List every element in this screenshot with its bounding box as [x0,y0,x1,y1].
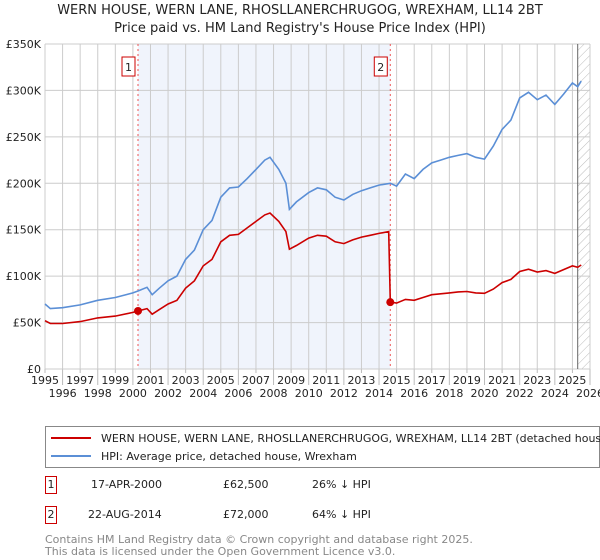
sale-marker-1: 1 [45,476,57,494]
x-tick-label: 2009 [277,374,305,387]
sale-date: 22-AUG-2014 [88,508,162,521]
sale-price: £62,500 [223,478,269,491]
x-tick-label: 2012 [330,387,358,400]
x-tick-label: 2019 [453,374,481,387]
y-tick-label: £200K [6,177,42,190]
x-tick-label: 2016 [400,387,428,400]
sale-price: £72,000 [223,508,269,521]
legend: WERN HOUSE, WERN LANE, RHOSLLANERCHRUGOG… [45,426,600,468]
y-tick-label: £150K [6,224,42,237]
x-tick-label: 2015 [383,374,411,387]
plot-area: 1995199619971998199920002001200220032004… [6,38,600,400]
legend-blue-line [51,455,91,457]
sale-date: 17-APR-2000 [91,478,163,491]
sale-point-2 [386,298,395,307]
sale-label-box-2 [373,56,388,77]
x-tick-label: 2025 [558,374,586,387]
x-tick-label: 2006 [224,387,252,400]
x-tick-label: 2014 [365,387,393,400]
x-tick-label: 1995 [31,374,59,387]
x-tick-label: 2022 [506,387,534,400]
sale-label-2: 2 [377,61,384,74]
x-tick-label: 2024 [541,387,569,400]
x-tick-label: 1997 [66,374,94,387]
x-tick-label: 1996 [49,387,77,400]
x-tick-label: 2020 [471,387,499,400]
x-tick-label: 2023 [523,374,551,387]
sale-period-shading [138,44,391,369]
legend-label-hpi: HPI: Average price, detached house, Wrex… [101,449,357,463]
x-tick-label: 1999 [101,374,129,387]
legend-label-property: WERN HOUSE, WERN LANE, RHOSLLANERCHRUGOG… [101,431,600,445]
x-tick-label: 2008 [260,387,288,400]
footer-line-1: Contains HM Land Registry data © Crown c… [45,533,473,546]
x-tick-label: 2004 [189,387,217,400]
x-tick-label: 1998 [84,387,112,400]
x-tick-label: 2000 [119,387,147,400]
x-tick-label: 2002 [154,387,182,400]
property-price-line [44,212,582,325]
sale-hpi: 64% ↓ HPI [312,508,371,521]
x-tick-label: 2011 [312,374,340,387]
sale-point-1 [134,306,143,315]
hpi-line [44,80,582,310]
x-tick-label: 2021 [488,374,516,387]
x-tick-label: 2018 [435,387,463,400]
x-tick-label: 2001 [136,374,164,387]
x-tick-label: 2010 [295,387,323,400]
x-tick-label: 2017 [418,374,446,387]
y-tick-label: £300K [6,84,42,97]
sale-row-1: 1 17-APR-2000 £62,500 26% ↓ HPI [45,476,545,496]
x-tick-label: 2013 [347,374,375,387]
forecast-hatch [577,44,590,369]
y-tick-label: £250K [6,131,42,144]
y-tick-label: £350K [6,38,42,51]
chart-title: WERN HOUSE, WERN LANE, RHOSLLANERCHRUGOG… [57,3,543,18]
footer: Contains HM Land Registry data © Crown c… [45,534,473,558]
y-tick-label: £0 [27,363,41,376]
x-tick-label: 2026 [576,387,600,400]
sale-marker-2: 2 [45,506,57,524]
footer-line-2: This data is licensed under the Open Gov… [45,545,396,558]
x-tick-label: 2005 [207,374,235,387]
y-tick-label: £100K [6,270,42,283]
sale-label-box-1 [121,56,136,77]
sale-label-1: 1 [125,61,132,74]
x-tick-label: 2003 [172,374,200,387]
y-tick-label: £50K [13,317,42,330]
x-tick-label: 2007 [242,374,270,387]
sale-hpi: 26% ↓ HPI [312,478,371,491]
sale-row-2: 2 22-AUG-2014 £72,000 64% ↓ HPI [45,506,545,526]
legend-red-line [51,437,91,439]
chart-subtitle: Price paid vs. HM Land Registry's House … [114,21,486,36]
